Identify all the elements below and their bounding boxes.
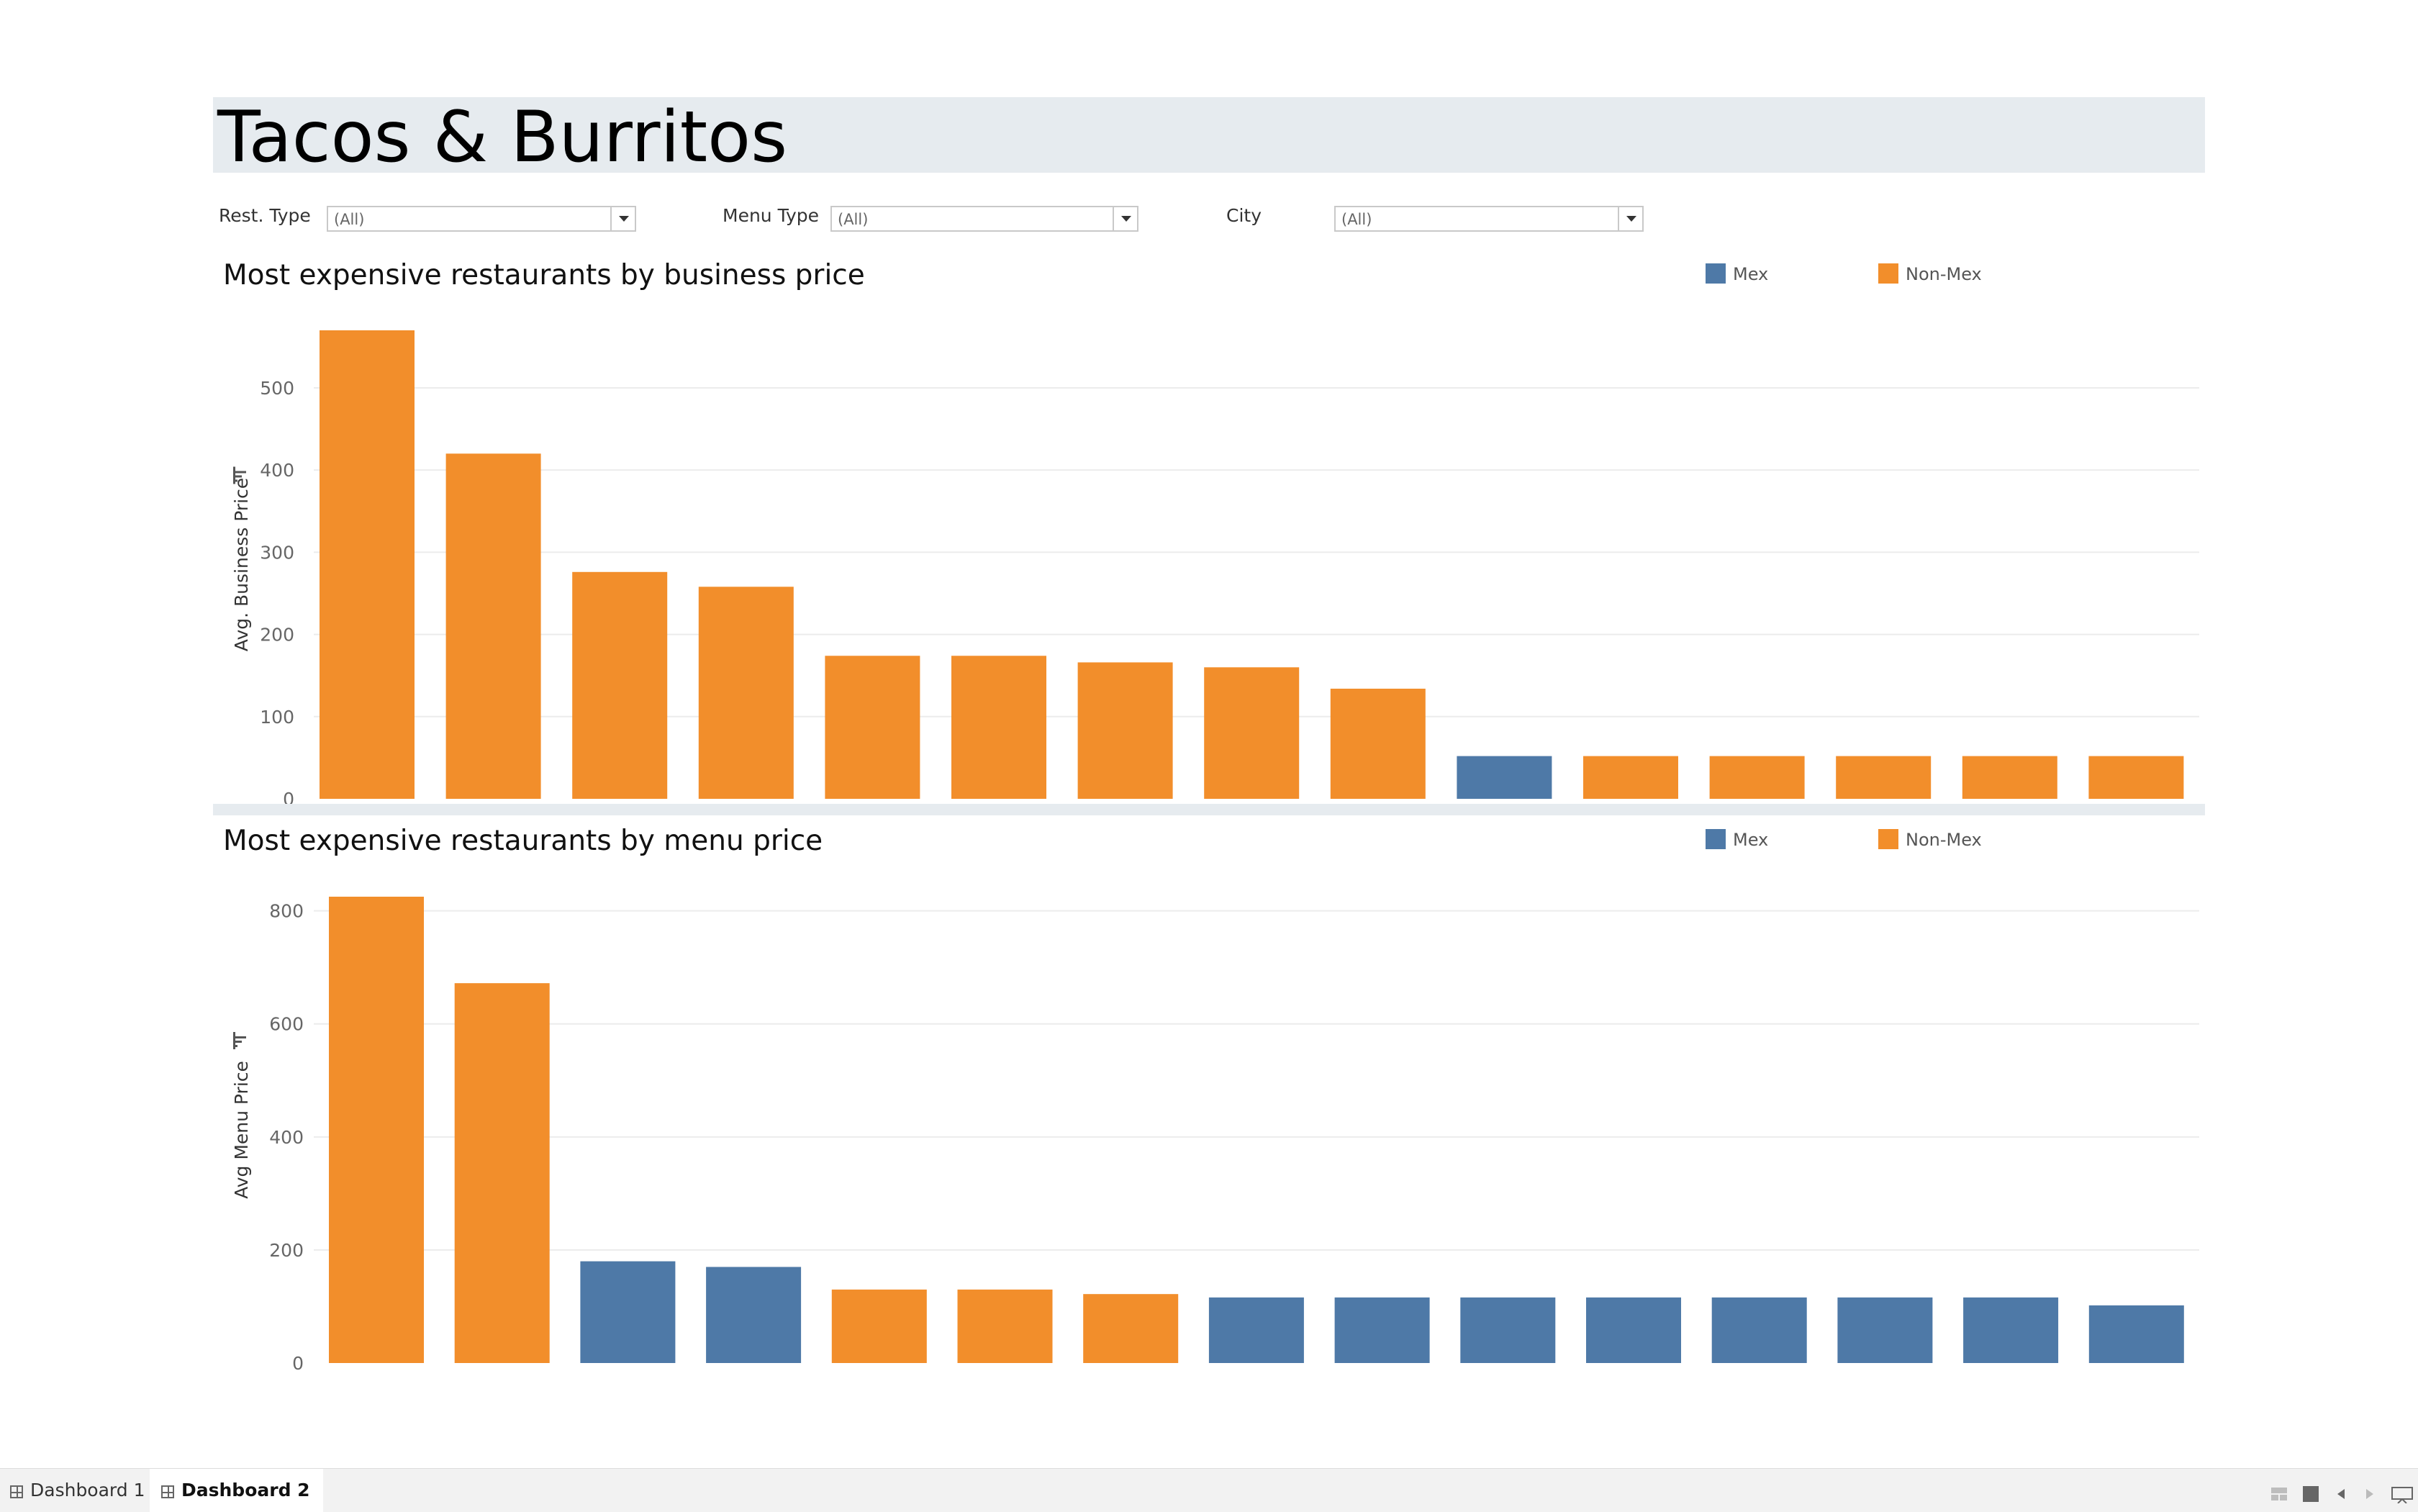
dropdown-value: (All): [334, 211, 365, 228]
legend-item-mex[interactable]: Mex: [1706, 829, 1768, 850]
y-tick-label: 600: [269, 1014, 304, 1035]
tab-label: Dashboard 2: [181, 1480, 310, 1500]
bar[interactable]: [1836, 756, 1932, 799]
bar[interactable]: [951, 656, 1046, 799]
bar[interactable]: [329, 897, 424, 1363]
bar[interactable]: [825, 656, 920, 799]
bar[interactable]: [445, 453, 541, 799]
chevron-down-icon[interactable]: [610, 207, 635, 230]
y-tick-label: 200: [260, 625, 294, 646]
chart-divider: [213, 804, 2205, 815]
bar[interactable]: [1586, 1297, 1681, 1363]
legend-swatch: [1706, 829, 1726, 849]
menu-type-dropdown[interactable]: (All): [830, 206, 1138, 232]
chevron-down-icon[interactable]: [1113, 207, 1137, 230]
sort-icon[interactable]: [233, 1032, 246, 1049]
tab-label: Dashboard 1: [30, 1480, 145, 1500]
bar[interactable]: [957, 1289, 1053, 1363]
legend-label: Mex: [1733, 830, 1769, 850]
bar[interactable]: [1457, 756, 1552, 799]
bar[interactable]: [1083, 1294, 1179, 1363]
bar[interactable]: [2088, 756, 2184, 799]
grid-view-icon[interactable]: [2271, 1488, 2287, 1500]
dropdown-value: (All): [1341, 211, 1372, 228]
next-icon[interactable]: [2366, 1489, 2373, 1499]
bar[interactable]: [1334, 1297, 1430, 1363]
city-dropdown[interactable]: (All): [1334, 206, 1644, 232]
view-controls: [2271, 1486, 2413, 1503]
legend-label: Mex: [1733, 264, 1769, 284]
y-tick-label: 400: [269, 1127, 304, 1148]
y-tick-label: 200: [269, 1240, 304, 1261]
rest-type-dropdown[interactable]: (All): [327, 206, 636, 232]
bar[interactable]: [580, 1261, 676, 1363]
bar[interactable]: [1460, 1297, 1556, 1363]
y-axis-label: Avg. Business Price: [231, 478, 252, 651]
single-view-icon[interactable]: [2303, 1486, 2319, 1502]
legend-item-non-mex[interactable]: Non-Mex: [1878, 829, 1982, 850]
presentation-icon[interactable]: [2391, 1487, 2413, 1503]
legend-item-mex[interactable]: Mex: [1706, 263, 1768, 284]
previous-icon[interactable]: [2337, 1489, 2345, 1499]
sort-icon[interactable]: [233, 466, 246, 484]
filter-label: Rest. Type: [219, 205, 311, 226]
legend-swatch: [1878, 263, 1898, 284]
menu-price-chart: 0 200 400 600 800 Avg Menu Price: [231, 897, 2199, 1371]
bar[interactable]: [831, 1289, 927, 1363]
y-tick-label: 100: [260, 707, 294, 728]
chevron-down-icon[interactable]: [1618, 207, 1642, 230]
bar[interactable]: [1837, 1297, 1933, 1363]
bar[interactable]: [1583, 756, 1678, 799]
y-tick-label: 300: [260, 542, 294, 563]
bar[interactable]: [1077, 662, 1173, 799]
bar[interactable]: [572, 571, 668, 799]
dashboard-title: Tacos & Burritos: [217, 96, 788, 178]
y-tick-label: 800: [269, 901, 304, 922]
bar[interactable]: [454, 983, 550, 1363]
dashboard-grid-icon: [10, 1485, 23, 1498]
y-tick-label: 500: [260, 378, 294, 399]
bar[interactable]: [1963, 1297, 2059, 1363]
tab-dashboard-2[interactable]: Dashboard 2: [150, 1469, 323, 1512]
legend-swatch: [1878, 829, 1898, 849]
legend-label: Non-Mex: [1906, 264, 1982, 284]
chart-menu-header: Most expensive restaurants by menu price…: [213, 825, 2205, 868]
y-tick-label: 0: [283, 789, 294, 806]
y-axis-label: Avg Menu Price: [231, 1061, 252, 1199]
legend-swatch: [1706, 263, 1726, 284]
bar[interactable]: [1711, 1297, 1807, 1363]
filter-label: Menu Type: [723, 205, 820, 226]
bar[interactable]: [320, 330, 415, 799]
y-tick-label: 0: [292, 1353, 304, 1371]
chart-business-header: Most expensive restaurants by business p…: [213, 259, 2205, 302]
bar[interactable]: [2088, 1305, 2184, 1363]
business-price-chart: 0 100 200 300 400 500 Avg. Business Price: [231, 330, 2199, 806]
bar[interactable]: [1330, 688, 1426, 799]
legend-label: Non-Mex: [1906, 830, 1982, 850]
dashboard-grid-icon: [161, 1485, 174, 1498]
dropdown-value: (All): [838, 211, 869, 228]
bar[interactable]: [1962, 756, 2057, 799]
tab-dashboard-1[interactable]: Dashboard 1: [10, 1469, 158, 1512]
filter-label: City: [1226, 205, 1262, 226]
bar[interactable]: [706, 1267, 802, 1363]
y-tick-label: 400: [260, 460, 294, 481]
dashboard-title-band: Tacos & Burritos: [213, 96, 2205, 178]
legend-item-non-mex[interactable]: Non-Mex: [1878, 263, 1982, 284]
chart-title: Most expensive restaurants by menu price: [223, 825, 823, 857]
bar[interactable]: [1709, 756, 1805, 799]
bar[interactable]: [1204, 667, 1300, 799]
bar[interactable]: [698, 587, 794, 799]
sheet-tab-bar: Dashboard 1 Dashboard 2: [0, 1468, 2418, 1512]
chart-title: Most expensive restaurants by business p…: [223, 259, 865, 291]
bar[interactable]: [1208, 1297, 1304, 1363]
